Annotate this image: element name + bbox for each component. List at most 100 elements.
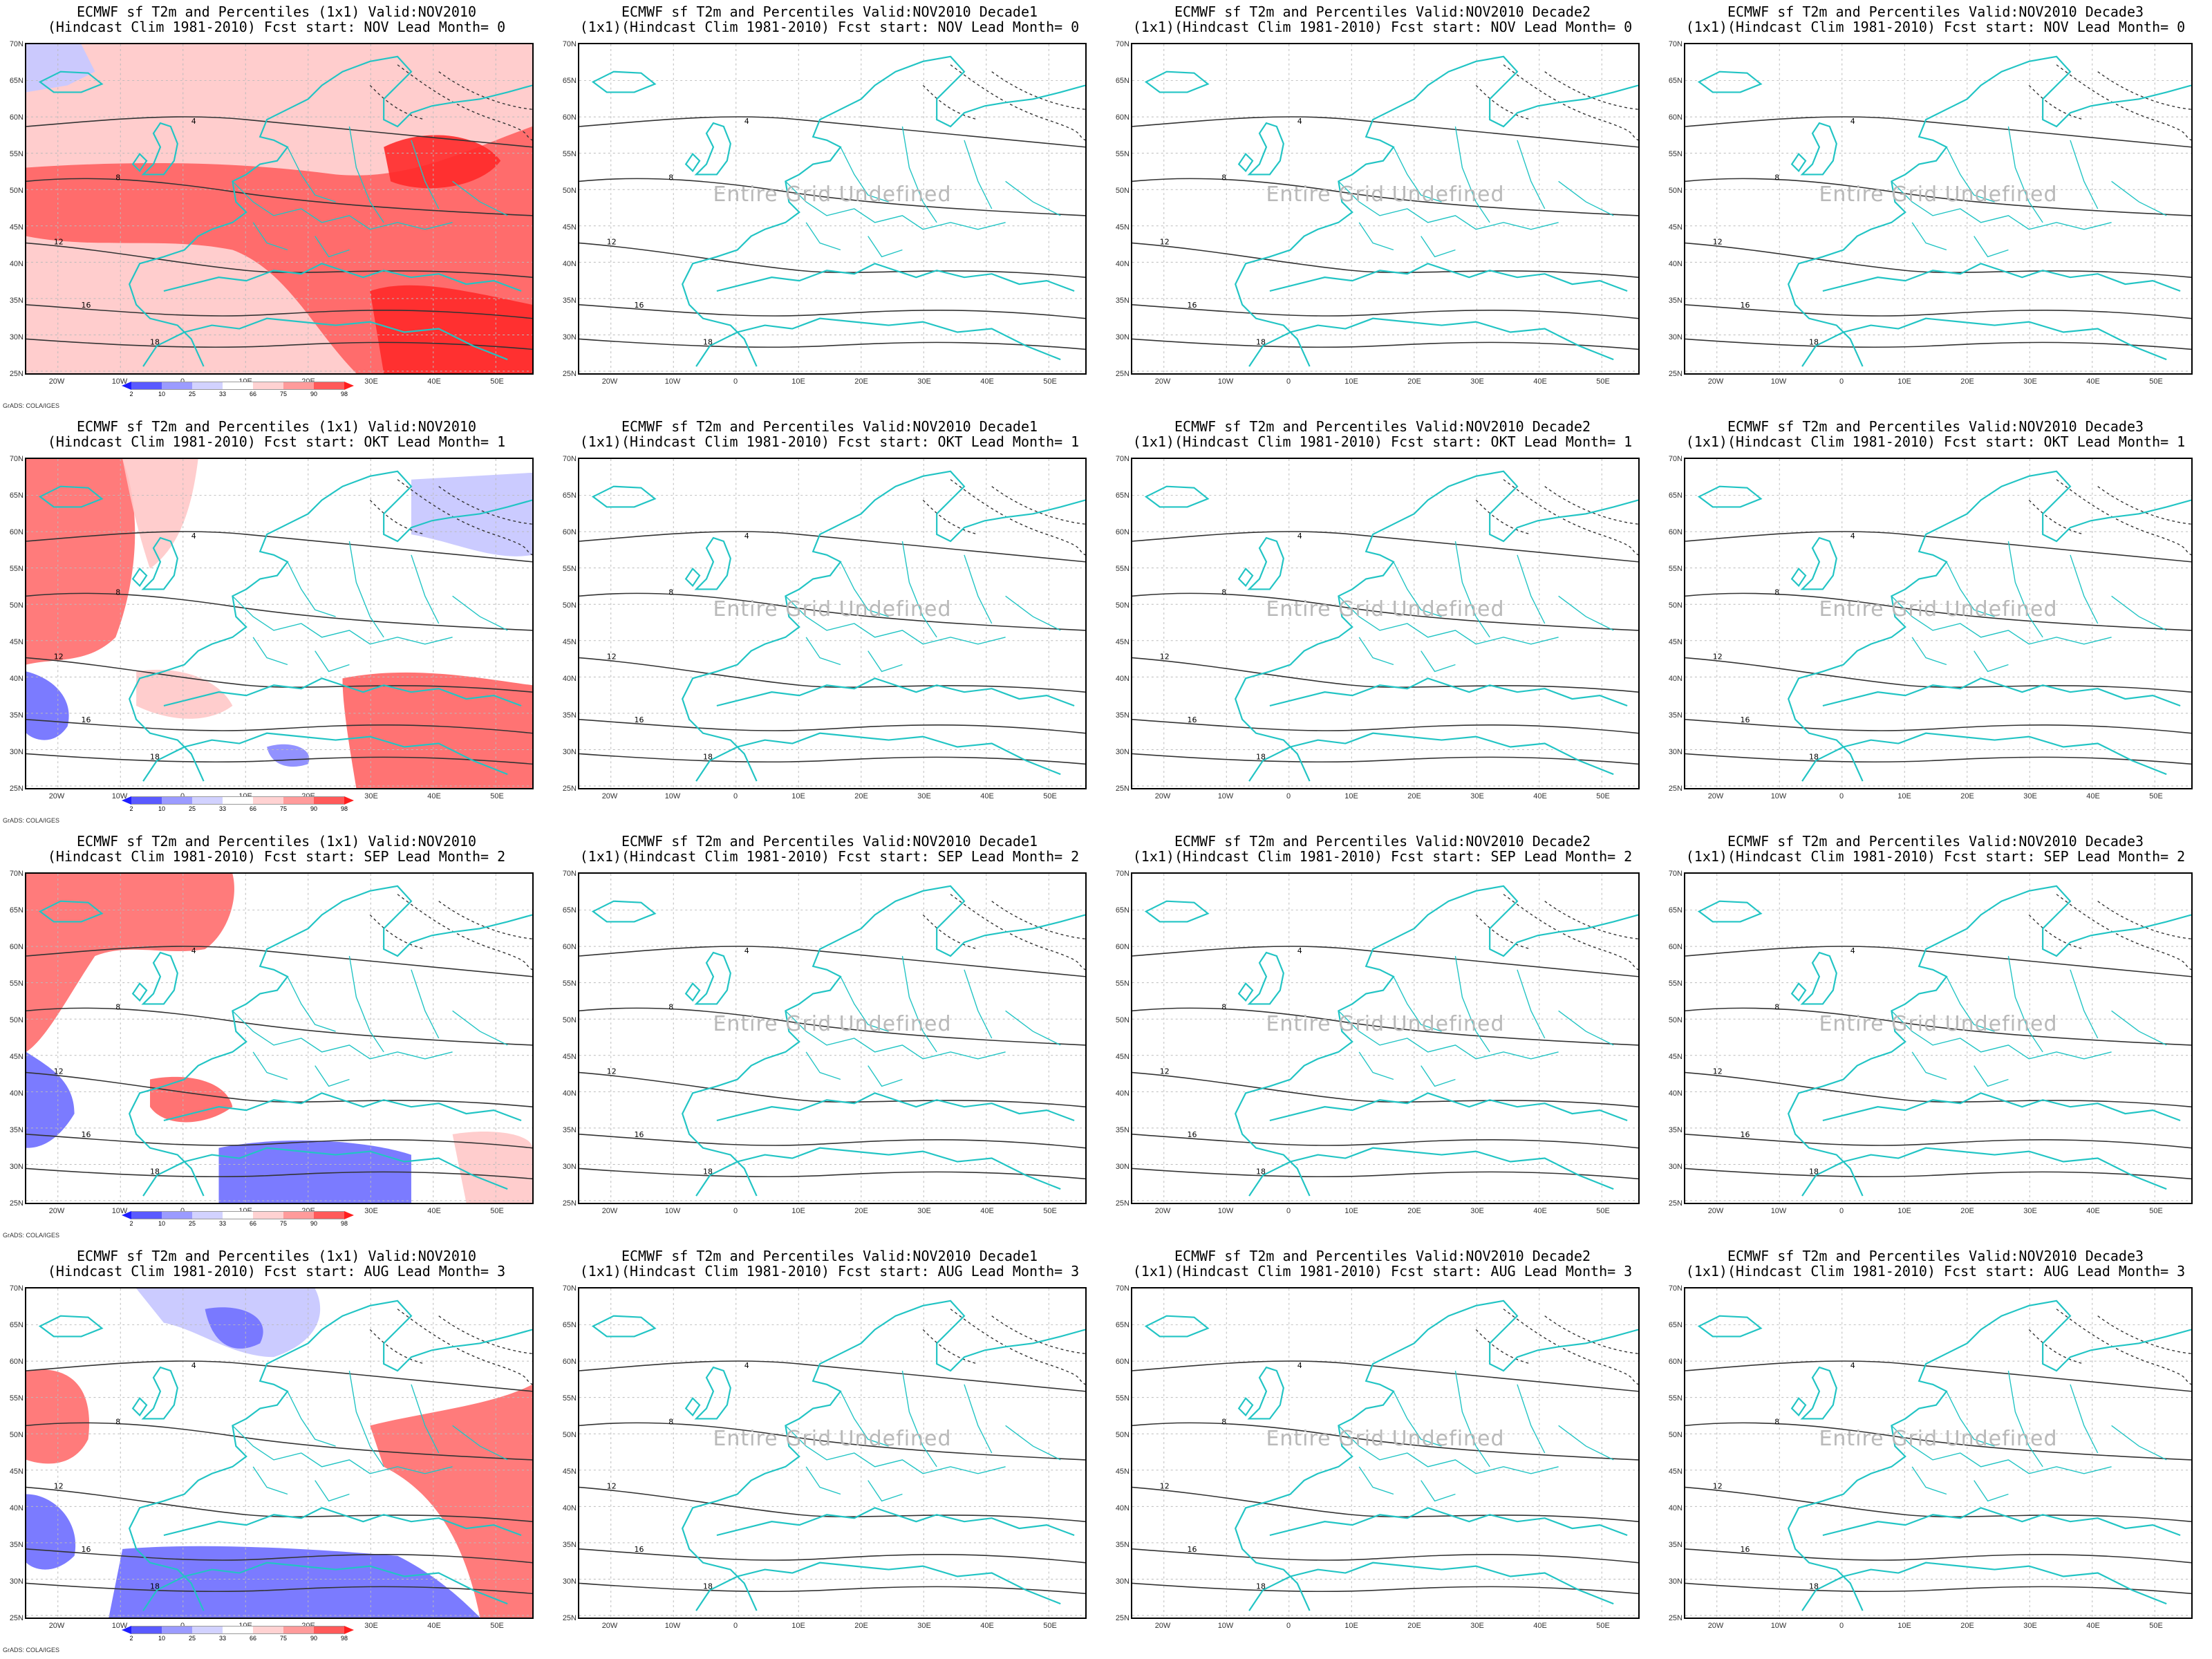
- colorbar-swatch: [192, 382, 223, 390]
- longitude-label: 30E: [2023, 1207, 2037, 1215]
- coastline: [1788, 1300, 2191, 1611]
- map-plot: 4 8 12 16 18 Entire Grid Undefined: [578, 458, 1087, 789]
- longitude-label: 40E: [980, 1207, 994, 1215]
- longitude-label: 10E: [1897, 1622, 1911, 1630]
- map-plot: 4 8 12 16 18 Entire Grid Undefined: [1131, 1287, 1640, 1619]
- contour-label: 18: [1809, 1167, 1819, 1176]
- latitude-label: 40N: [1668, 1089, 1683, 1098]
- map-svg: 4 8 12 16 18: [26, 44, 532, 373]
- longitude-label: 0: [733, 377, 738, 386]
- latitude-label: 60N: [1115, 528, 1130, 536]
- latitude-label: 40N: [562, 675, 577, 683]
- country-borders: [1338, 1370, 1614, 1502]
- coastline: [1144, 485, 1210, 508]
- latitude-label: 70N: [1668, 40, 1683, 48]
- panel-subtitle: (1x1)(Hindcast Clim 1981-2010) Fcst star…: [579, 1263, 1080, 1280]
- coastline: [1788, 470, 2191, 782]
- longitude-label: 40E: [427, 1207, 441, 1215]
- colorbar-right-arrow: [344, 1626, 354, 1634]
- map-plot: 4 8 12 16 18 Entire Grid Undefined: [578, 1287, 1087, 1619]
- longitude-label: 50E: [490, 1622, 504, 1630]
- latitude-label: 35N: [1115, 297, 1130, 305]
- temperature-contour: [579, 1582, 1085, 1595]
- contour-label: 8: [1774, 1002, 1779, 1011]
- temperature-contour: [26, 753, 532, 765]
- latitude-label: 35N: [1115, 711, 1130, 720]
- latitude-label: 40N: [1115, 675, 1130, 683]
- latitude-label: 25N: [562, 1614, 577, 1622]
- temperature-contour: [26, 1548, 532, 1564]
- colorbar-swatch: [314, 382, 344, 390]
- panel-title: ECMWF sf T2m and Percentiles Valid:NOV20…: [621, 418, 1038, 435]
- temperature-contour: [1685, 657, 2191, 693]
- panel-title: ECMWF sf T2m and Percentiles (1x1) Valid…: [77, 1248, 476, 1264]
- contour-label: 8: [1221, 173, 1226, 182]
- percentile-shading: [26, 874, 234, 1052]
- longitude-label: 0: [1839, 1207, 1844, 1215]
- map-svg: 4 8 12 16 18: [579, 44, 1085, 373]
- temperature-contour: [26, 657, 532, 693]
- colorbar-swatch: [223, 796, 253, 805]
- longitude-label: 30E: [364, 792, 378, 800]
- latitude-label: 30N: [9, 1163, 24, 1171]
- contour-label: 18: [1809, 752, 1819, 761]
- longitude-label: 50E: [1043, 1622, 1057, 1630]
- contour-label: 8: [115, 588, 120, 597]
- latitude-label: 50N: [1668, 187, 1683, 195]
- map-plot: 4 8 12 16 18 Entire Grid Undefined: [1131, 458, 1640, 789]
- coastline: [1801, 732, 2167, 782]
- map-svg: 4 8 12 16 18: [1685, 44, 2191, 373]
- latitude-label: 70N: [1115, 870, 1130, 878]
- negative-contour: [2028, 479, 2191, 556]
- temperature-contour: [1685, 242, 2191, 278]
- longitude-label: 20E: [854, 792, 868, 800]
- latitude-label: 55N: [562, 565, 577, 573]
- latitude-label: 35N: [1115, 1541, 1130, 1549]
- negative-contour: [922, 894, 1085, 971]
- colorbar-swatch: [162, 1211, 192, 1219]
- contour-label: 18: [1256, 337, 1266, 346]
- temperature-contour: [1132, 719, 1638, 734]
- colorbar-swatch: [314, 1626, 344, 1634]
- contour-label: 12: [607, 1482, 617, 1491]
- colorbar-tick-label: 2: [129, 1220, 133, 1227]
- latitude-label: 40N: [9, 1504, 24, 1512]
- latitude-label: 70N: [1668, 455, 1683, 463]
- colorbar-swatch: [192, 1211, 223, 1219]
- longitude-label: 20W: [1707, 1622, 1724, 1630]
- contour-label: 18: [703, 337, 713, 346]
- latitude-label: 50N: [1668, 1431, 1683, 1439]
- latitude-label: 50N: [1115, 187, 1130, 195]
- colorbar-tick-label: 66: [249, 805, 256, 812]
- longitude-label: 20E: [854, 1622, 868, 1630]
- negative-contour: [2028, 1309, 2191, 1385]
- longitude-label: 30E: [2023, 1622, 2037, 1630]
- colorbar-tick-label: 2: [129, 1635, 133, 1642]
- latitude-label: 35N: [562, 1126, 577, 1134]
- contour-label: 16: [635, 715, 644, 724]
- latitude-label: 70N: [562, 455, 577, 463]
- latitude-label: 55N: [9, 1394, 24, 1403]
- longitude-label: 20W: [1154, 1622, 1171, 1630]
- coastline: [682, 885, 1085, 1197]
- latitude-label: 35N: [562, 711, 577, 720]
- longitude-label: 10W: [664, 377, 681, 386]
- undefined-grid-text: Entire Grid Undefined: [1266, 1012, 1505, 1036]
- contour-label: 12: [1160, 653, 1170, 662]
- coastline: [716, 1092, 1075, 1122]
- forecast-panel: ECMWF sf T2m and Percentiles Valid:NOV20…: [1106, 830, 1659, 1244]
- latitude-label: 55N: [1668, 150, 1683, 158]
- longitude-label: 30E: [2023, 792, 2037, 800]
- contour-label: 4: [1297, 117, 1302, 126]
- latitude-label: 25N: [562, 370, 577, 378]
- panel-title: ECMWF sf T2m and Percentiles Valid:NOV20…: [1727, 3, 2144, 20]
- contour-label: 8: [115, 1002, 120, 1011]
- coastline: [1822, 263, 2181, 292]
- longitude-label: 10E: [791, 1622, 805, 1630]
- contour-label: 18: [150, 1582, 160, 1591]
- temperature-contour: [1132, 304, 1638, 319]
- latitude-label: 60N: [562, 1358, 577, 1366]
- colorbar-swatch: [253, 1626, 283, 1634]
- longitude-label: 30E: [364, 1207, 378, 1215]
- colorbar-swatch: [283, 796, 314, 805]
